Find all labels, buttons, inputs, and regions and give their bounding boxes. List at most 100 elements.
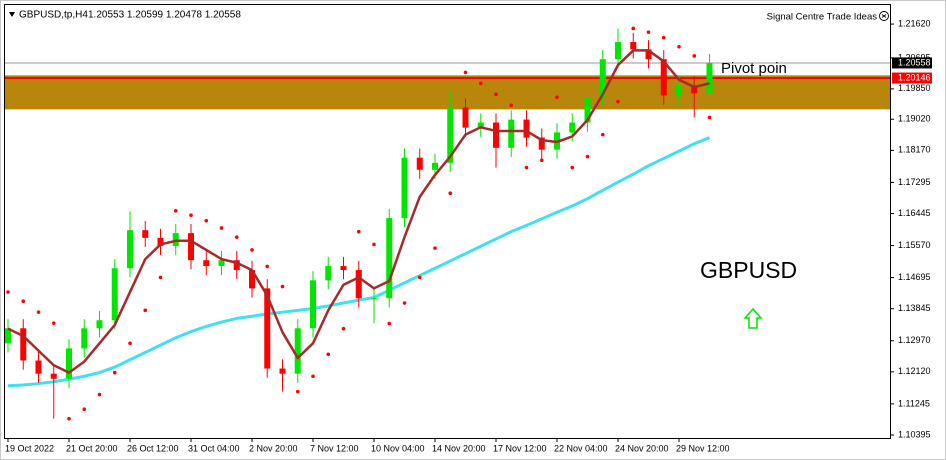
- y-tick-label: 1.13845: [898, 303, 931, 313]
- y-tick-label: 1.12970: [898, 335, 931, 345]
- candle-body: [249, 270, 255, 289]
- x-tick-label: 29 Nov 12:00: [676, 443, 730, 453]
- sar-dot: [509, 103, 514, 108]
- candle-body: [264, 288, 271, 369]
- y-tick-label: 1.19850: [898, 83, 931, 93]
- candle-body: [462, 107, 469, 128]
- sar-dot: [250, 248, 254, 252]
- x-tick-label: 10 Nov 04:00: [371, 443, 425, 453]
- symbol-menu-icon[interactable]: [9, 12, 15, 17]
- candle-body: [630, 42, 637, 50]
- sar-dot: [463, 70, 468, 75]
- sar-dot: [234, 235, 239, 239]
- price-tag-bg: [892, 57, 932, 69]
- y-tick-label: 1.11245: [898, 398, 930, 408]
- y-tick-label: 1.12120: [898, 366, 931, 376]
- candle-body: [96, 320, 103, 329]
- x-tick-label: 31 Oct 04:00: [188, 443, 240, 453]
- sar-dot: [341, 326, 346, 331]
- sar-dot: [646, 30, 651, 34]
- candle-body: [371, 298, 377, 300]
- candle-body: [279, 368, 286, 374]
- sar-dot: [585, 154, 590, 159]
- candle-body: [188, 233, 194, 261]
- sar-dot: [356, 229, 361, 234]
- y-tick-label: 1.15570: [898, 240, 931, 250]
- candle-body: [538, 137, 545, 150]
- candle-body: [50, 373, 57, 379]
- sar-dot: [36, 310, 41, 314]
- candle-body: [35, 360, 42, 374]
- candle-body: [615, 42, 621, 60]
- sar-dot: [417, 275, 422, 280]
- provider-icon: [879, 11, 889, 21]
- sar-dot: [51, 321, 56, 325]
- x-tick-label: 21 Oct 20:00: [66, 443, 118, 453]
- sar-dot: [707, 115, 712, 120]
- x-tick-label: 19 Oct 2022: [5, 443, 54, 453]
- price-tag-bg: [892, 72, 932, 84]
- candle-body: [706, 63, 713, 94]
- ma-fast-line: [7, 49, 710, 374]
- sar-dot: [280, 284, 285, 289]
- sar-dot: [158, 275, 163, 280]
- sar-dot: [692, 54, 697, 58]
- candle-body: [432, 162, 438, 170]
- sar-dot: [219, 226, 224, 230]
- candle-body: [5, 328, 11, 344]
- candle-body: [584, 97, 591, 123]
- candle-body: [172, 233, 179, 246]
- candle-body: [447, 107, 454, 163]
- candle-body: [523, 119, 530, 138]
- y-tick-label: 1.21620: [898, 18, 931, 28]
- candle-body: [401, 157, 408, 219]
- sar-dot: [189, 213, 193, 217]
- candle-body: [676, 85, 682, 96]
- candle-body: [142, 230, 149, 238]
- sar-dot: [112, 370, 117, 375]
- candle-body: [569, 122, 576, 133]
- candle-body: [493, 122, 499, 148]
- sar-dot: [402, 301, 407, 305]
- symbol-watermark: GBPUSD: [700, 257, 797, 283]
- y-tick-label: 1.17295: [898, 177, 931, 187]
- candle-body: [645, 49, 652, 60]
- sar-dot: [311, 374, 315, 379]
- sar-dot: [600, 132, 605, 137]
- sar-dot: [67, 416, 71, 421]
- sar-dot: [677, 44, 681, 49]
- x-tick-label: 26 Oct 12:00: [127, 443, 179, 453]
- candle-body: [477, 122, 484, 128]
- y-tick-label: 1.18170: [898, 145, 931, 155]
- x-tick-label: 14 Nov 20:00: [432, 443, 486, 453]
- candle-body: [599, 59, 606, 98]
- sar-dot: [661, 35, 666, 40]
- x-tick-label: 7 Nov 12:00: [310, 443, 359, 453]
- y-tick-label: 1.19020: [898, 114, 931, 124]
- y-tick-label: 1.16445: [898, 208, 931, 218]
- candle-body: [355, 270, 362, 299]
- sar-dot: [21, 299, 26, 303]
- candle-body: [386, 218, 393, 299]
- candle-body: [691, 85, 698, 94]
- candle-body: [294, 328, 301, 374]
- sar-dot: [295, 389, 300, 394]
- y-tick-label: 1.14695: [898, 272, 931, 282]
- sar-dot: [616, 99, 620, 104]
- x-tick-label: 2 Nov 20:00: [249, 443, 298, 453]
- candle-body: [218, 260, 225, 267]
- sar-dot: [494, 92, 498, 97]
- sar-dot: [570, 165, 575, 170]
- sar-dot: [204, 218, 209, 223]
- x-tick-label: 24 Nov 20:00: [615, 443, 669, 453]
- sar-dot: [448, 191, 453, 196]
- pivot-zone: [5, 75, 890, 110]
- candle-body: [81, 328, 88, 349]
- sar-dot: [555, 95, 559, 100]
- sar-dot: [6, 290, 10, 294]
- sar-dot: [173, 208, 178, 213]
- sar-dot: [631, 26, 636, 31]
- candle-body: [111, 268, 118, 321]
